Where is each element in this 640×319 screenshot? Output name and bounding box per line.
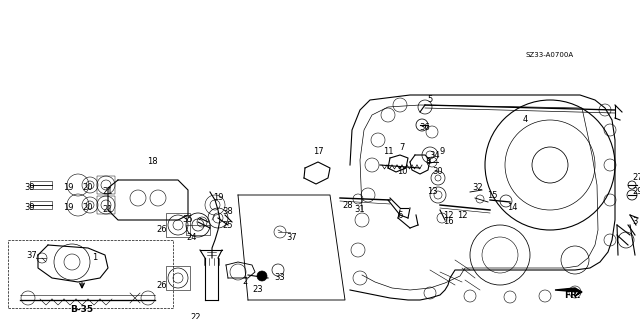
Text: 37: 37 <box>27 250 37 259</box>
Text: 21: 21 <box>103 205 113 214</box>
Text: 11: 11 <box>383 147 393 157</box>
Text: 1: 1 <box>92 254 98 263</box>
Text: 25: 25 <box>223 220 233 229</box>
Text: 7: 7 <box>399 144 404 152</box>
Bar <box>186 225 210 235</box>
Bar <box>166 213 190 237</box>
Text: 9: 9 <box>440 147 445 157</box>
Text: 35: 35 <box>182 216 193 225</box>
Text: 16: 16 <box>443 218 453 226</box>
Text: 15: 15 <box>487 190 497 199</box>
Text: 6: 6 <box>397 211 403 219</box>
Text: 20: 20 <box>83 183 93 192</box>
Bar <box>97 196 115 214</box>
Circle shape <box>257 271 267 281</box>
Bar <box>30 181 52 189</box>
Text: 33: 33 <box>275 273 285 283</box>
Text: B-35: B-35 <box>70 306 93 315</box>
Text: 12: 12 <box>443 211 453 219</box>
Text: 32: 32 <box>473 183 483 192</box>
Text: 14: 14 <box>507 204 517 212</box>
Text: 24: 24 <box>187 234 197 242</box>
Bar <box>8 240 173 308</box>
Text: 4: 4 <box>522 115 527 124</box>
Text: 12: 12 <box>457 211 467 219</box>
Text: 34: 34 <box>429 151 440 160</box>
Text: 39: 39 <box>25 204 35 212</box>
Text: 18: 18 <box>147 158 157 167</box>
Text: 36: 36 <box>420 123 430 132</box>
Text: 2: 2 <box>243 278 248 286</box>
Bar <box>97 176 115 194</box>
Bar <box>166 266 190 290</box>
Text: 8: 8 <box>426 158 431 167</box>
Text: 26: 26 <box>157 280 167 290</box>
Text: 39: 39 <box>25 183 35 192</box>
Text: 37: 37 <box>287 234 298 242</box>
Text: 13: 13 <box>427 188 437 197</box>
Text: 19: 19 <box>63 183 73 192</box>
Text: SZ33-A0700A: SZ33-A0700A <box>526 52 574 58</box>
Text: FR.: FR. <box>564 291 580 300</box>
Text: 29: 29 <box>633 188 640 197</box>
Text: 19: 19 <box>212 194 223 203</box>
Text: 5: 5 <box>428 95 433 105</box>
Text: 31: 31 <box>355 205 365 214</box>
Text: 20: 20 <box>83 204 93 212</box>
Text: 19: 19 <box>63 204 73 212</box>
Bar <box>30 201 52 209</box>
Text: 3: 3 <box>632 218 637 226</box>
Text: 21: 21 <box>103 188 113 197</box>
Text: 23: 23 <box>253 286 263 294</box>
Polygon shape <box>555 288 582 296</box>
Text: 17: 17 <box>313 147 323 157</box>
Text: 10: 10 <box>397 167 407 176</box>
Text: 30: 30 <box>433 167 444 176</box>
Text: 28: 28 <box>342 201 353 210</box>
Text: 27: 27 <box>633 174 640 182</box>
Text: 22: 22 <box>191 314 201 319</box>
Text: 26: 26 <box>157 226 167 234</box>
Text: 38: 38 <box>223 207 234 217</box>
